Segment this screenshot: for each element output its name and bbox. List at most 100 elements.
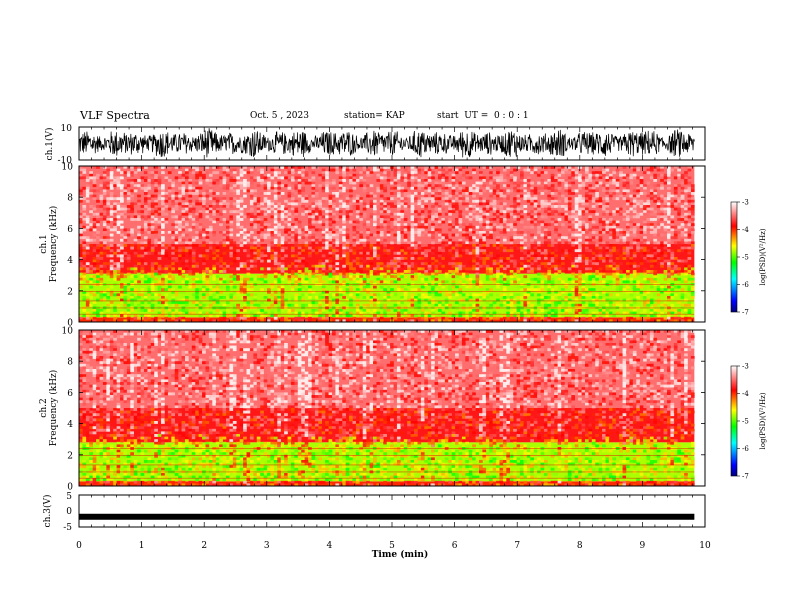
spectrogram-cell <box>249 288 254 292</box>
spectrogram-cell <box>188 205 193 208</box>
spectrogram-cell <box>441 220 446 224</box>
spectrogram-cell <box>246 303 251 307</box>
spectrogram-cell <box>284 233 288 237</box>
spectrogram-cell <box>345 176 350 180</box>
spectrogram-cell <box>567 186 572 190</box>
spectrogram-cell <box>410 233 415 237</box>
spectrogram-cell <box>437 223 442 227</box>
spectrogram-cell <box>171 231 176 234</box>
spectrogram-cell <box>564 296 569 299</box>
spectrogram-cell <box>461 249 466 253</box>
spectrogram-cell <box>492 233 497 237</box>
spectrogram-cell <box>123 285 128 289</box>
spectrogram-cell <box>338 184 343 188</box>
spectrogram-cell <box>215 197 220 201</box>
spectrogram-cell <box>468 311 473 315</box>
spectrogram-cell <box>355 309 360 312</box>
spectrogram-cell <box>85 314 90 318</box>
spectrogram-cell <box>345 251 350 255</box>
spectrogram-cell <box>96 246 100 250</box>
spectrogram-cell <box>253 251 258 255</box>
spectrogram-cell <box>147 280 152 284</box>
spectrogram-cell <box>284 275 288 279</box>
spectrogram-cell <box>325 233 329 237</box>
spectrogram-cell <box>202 197 206 201</box>
spectrogram-cell <box>502 189 507 193</box>
spectrogram-cell <box>581 285 586 289</box>
spectrogram-cell <box>420 293 425 297</box>
spectrogram-cell <box>222 236 227 240</box>
spectrogram-cell <box>328 207 333 211</box>
spectrogram-cell <box>417 293 422 297</box>
spectrogram-cell <box>550 189 555 193</box>
spectrogram-cell <box>198 202 203 206</box>
spectrogram-cell <box>352 220 357 224</box>
spectrogram-cell <box>427 176 432 180</box>
spectrogram-cell <box>574 303 579 307</box>
spectrogram-cell <box>557 319 562 323</box>
spectrogram-cell <box>161 298 165 302</box>
spectrogram-cell <box>89 251 93 255</box>
ch1-ytick-top: 10 <box>61 124 73 134</box>
spectrogram-cell <box>328 311 333 315</box>
spectrogram-cell <box>554 225 558 229</box>
spectrogram-cell <box>475 231 480 234</box>
spectrogram-cell <box>496 293 500 297</box>
spectrogram-cell <box>79 280 83 284</box>
spectrogram-cell <box>85 244 90 247</box>
spectrogram-cell <box>82 176 87 180</box>
spectrogram-cell <box>564 218 569 221</box>
spectrogram-cell <box>215 205 220 208</box>
spectrogram-cell <box>468 298 473 302</box>
spectrogram-cell <box>198 244 203 247</box>
spectrogram-cell <box>554 176 558 180</box>
spectrogram-cell <box>113 251 117 255</box>
spectrogram-cell <box>478 244 483 247</box>
spectrogram-cell <box>79 186 83 190</box>
spectrogram-cell <box>420 298 425 302</box>
spectrogram-cell <box>366 171 370 175</box>
spectrogram-cell <box>297 225 302 229</box>
spectrogram-cell <box>308 210 312 214</box>
spectrogram-cell <box>301 311 305 315</box>
spectrogram-cell <box>342 173 346 177</box>
spectrogram-cell <box>537 288 541 292</box>
spectrogram-cell <box>448 262 452 266</box>
spectrogram-cell <box>133 225 138 229</box>
spectrogram-cell <box>369 244 374 247</box>
spectrogram-cell <box>321 179 326 182</box>
spectrogram-cell <box>526 194 531 198</box>
spectrogram-cell <box>530 267 534 271</box>
spectrogram-cell <box>85 285 90 289</box>
spectrogram-cell <box>205 166 210 169</box>
spectrogram-cell <box>554 264 558 268</box>
spectrogram-cell <box>502 262 507 266</box>
spectrogram-cell <box>123 189 128 193</box>
spectrogram-cell <box>338 166 343 169</box>
spectrogram-cell <box>79 257 83 260</box>
spectrogram-cell <box>150 212 155 216</box>
spectrogram-cell <box>584 311 589 315</box>
spectrogram-cell <box>154 316 158 320</box>
spectrogram-cell <box>478 197 483 201</box>
spectrogram-cell <box>550 223 555 227</box>
spectrogram-cell <box>243 189 247 193</box>
spectrogram-cell <box>424 225 428 229</box>
spectrogram-cell <box>294 277 299 281</box>
spectrogram-cell <box>499 277 504 281</box>
spectrogram-cell <box>85 301 90 305</box>
spectrogram-cell <box>478 173 483 177</box>
spectrogram-cell <box>120 264 124 268</box>
spectrogram-cell <box>92 179 97 182</box>
spectrogram-cell <box>294 225 299 229</box>
spectrogram-cell <box>277 171 281 175</box>
spectrogram-cell <box>174 301 179 305</box>
spectrogram-cell <box>188 254 193 258</box>
spectrogram-cell <box>526 298 531 302</box>
spectrogram-cell <box>171 259 176 263</box>
spectrogram-cell <box>167 301 172 305</box>
spectrogram-cell <box>362 288 367 292</box>
spectrogram-cell <box>154 220 158 224</box>
spectrogram-cell <box>359 176 364 180</box>
spectrogram-cell <box>547 267 552 271</box>
